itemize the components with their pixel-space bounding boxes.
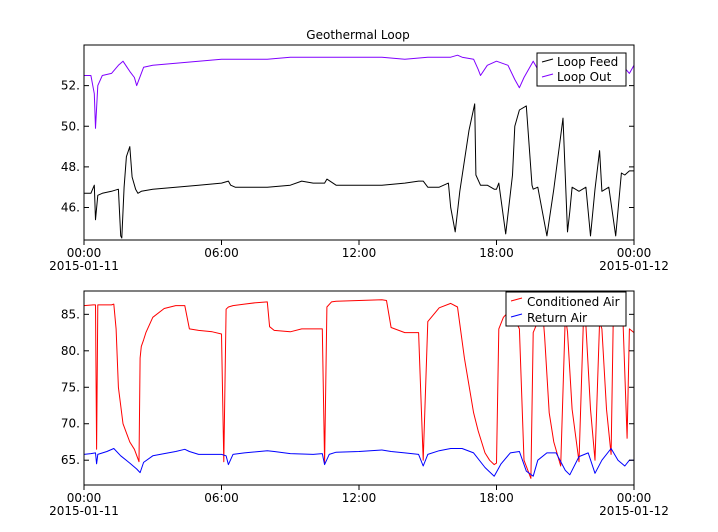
legend-label-loop-feed: Loop Feed [557, 55, 618, 69]
top-xtick-label: 18:00 [479, 246, 514, 260]
bottom-xtick-date-label: 2015-01-12 [599, 504, 669, 518]
bottom-xtick-label: 18:00 [479, 491, 514, 505]
legend-label-conditioned-air: Conditioned Air [527, 295, 620, 309]
top-legend: Loop Feed Loop Out [536, 52, 627, 87]
bottom-series-layer [83, 299, 635, 479]
bottom-ytick-label: 65. [61, 453, 80, 467]
top-xtick-label: 12:00 [342, 246, 377, 260]
bottom-ytick-label: 70. [61, 417, 80, 431]
top-ytick-label: 50. [61, 119, 80, 133]
bottom-legend-box [505, 291, 627, 327]
legend-swatch-return-air [510, 313, 523, 318]
bottom-legend: Conditioned Air Return Air [505, 291, 627, 327]
bottom-xtick-label: 12:00 [342, 491, 377, 505]
legend-swatch-loop-feed [541, 58, 554, 63]
top-ytick-label: 48. [61, 160, 80, 174]
bottom-ytick-label: 80. [61, 344, 80, 358]
top-xtick-label: 00:00 [67, 246, 102, 260]
bottom-xtick-date-label: 2015-01-11 [49, 504, 119, 518]
legend-swatch-conditioned-air [510, 297, 523, 302]
top-chart-title: Geothermal Loop [306, 28, 409, 42]
series-conditioned-air [83, 299, 635, 479]
bottom-xtick-label: 00:00 [67, 491, 102, 505]
top-legend-box [536, 52, 627, 87]
legend-swatch-loop-out [541, 73, 554, 78]
series-loop-feed [84, 103, 634, 239]
top-xtick-date-label: 2015-01-11 [49, 259, 119, 273]
legend-label-return-air: Return Air [527, 311, 587, 325]
bottom-ytick-label: 85. [61, 307, 80, 321]
bottom-ytick-label: 75. [61, 380, 80, 394]
top-ytick-label: 46. [61, 201, 80, 215]
bottom-xtick-label: 00:00 [617, 491, 652, 505]
series-return-air [83, 448, 634, 477]
top-xtick-label: 00:00 [617, 246, 652, 260]
top-chart: Geothermal Loop 46.48.50.52.00:002015-01… [49, 28, 669, 273]
top-ytick-label: 52. [61, 79, 80, 93]
top-xtick-date-label: 2015-01-12 [599, 259, 669, 273]
top-xtick-label: 06:00 [204, 246, 239, 260]
legend-label-loop-out: Loop Out [557, 70, 612, 84]
bottom-xtick-label: 06:00 [204, 491, 239, 505]
